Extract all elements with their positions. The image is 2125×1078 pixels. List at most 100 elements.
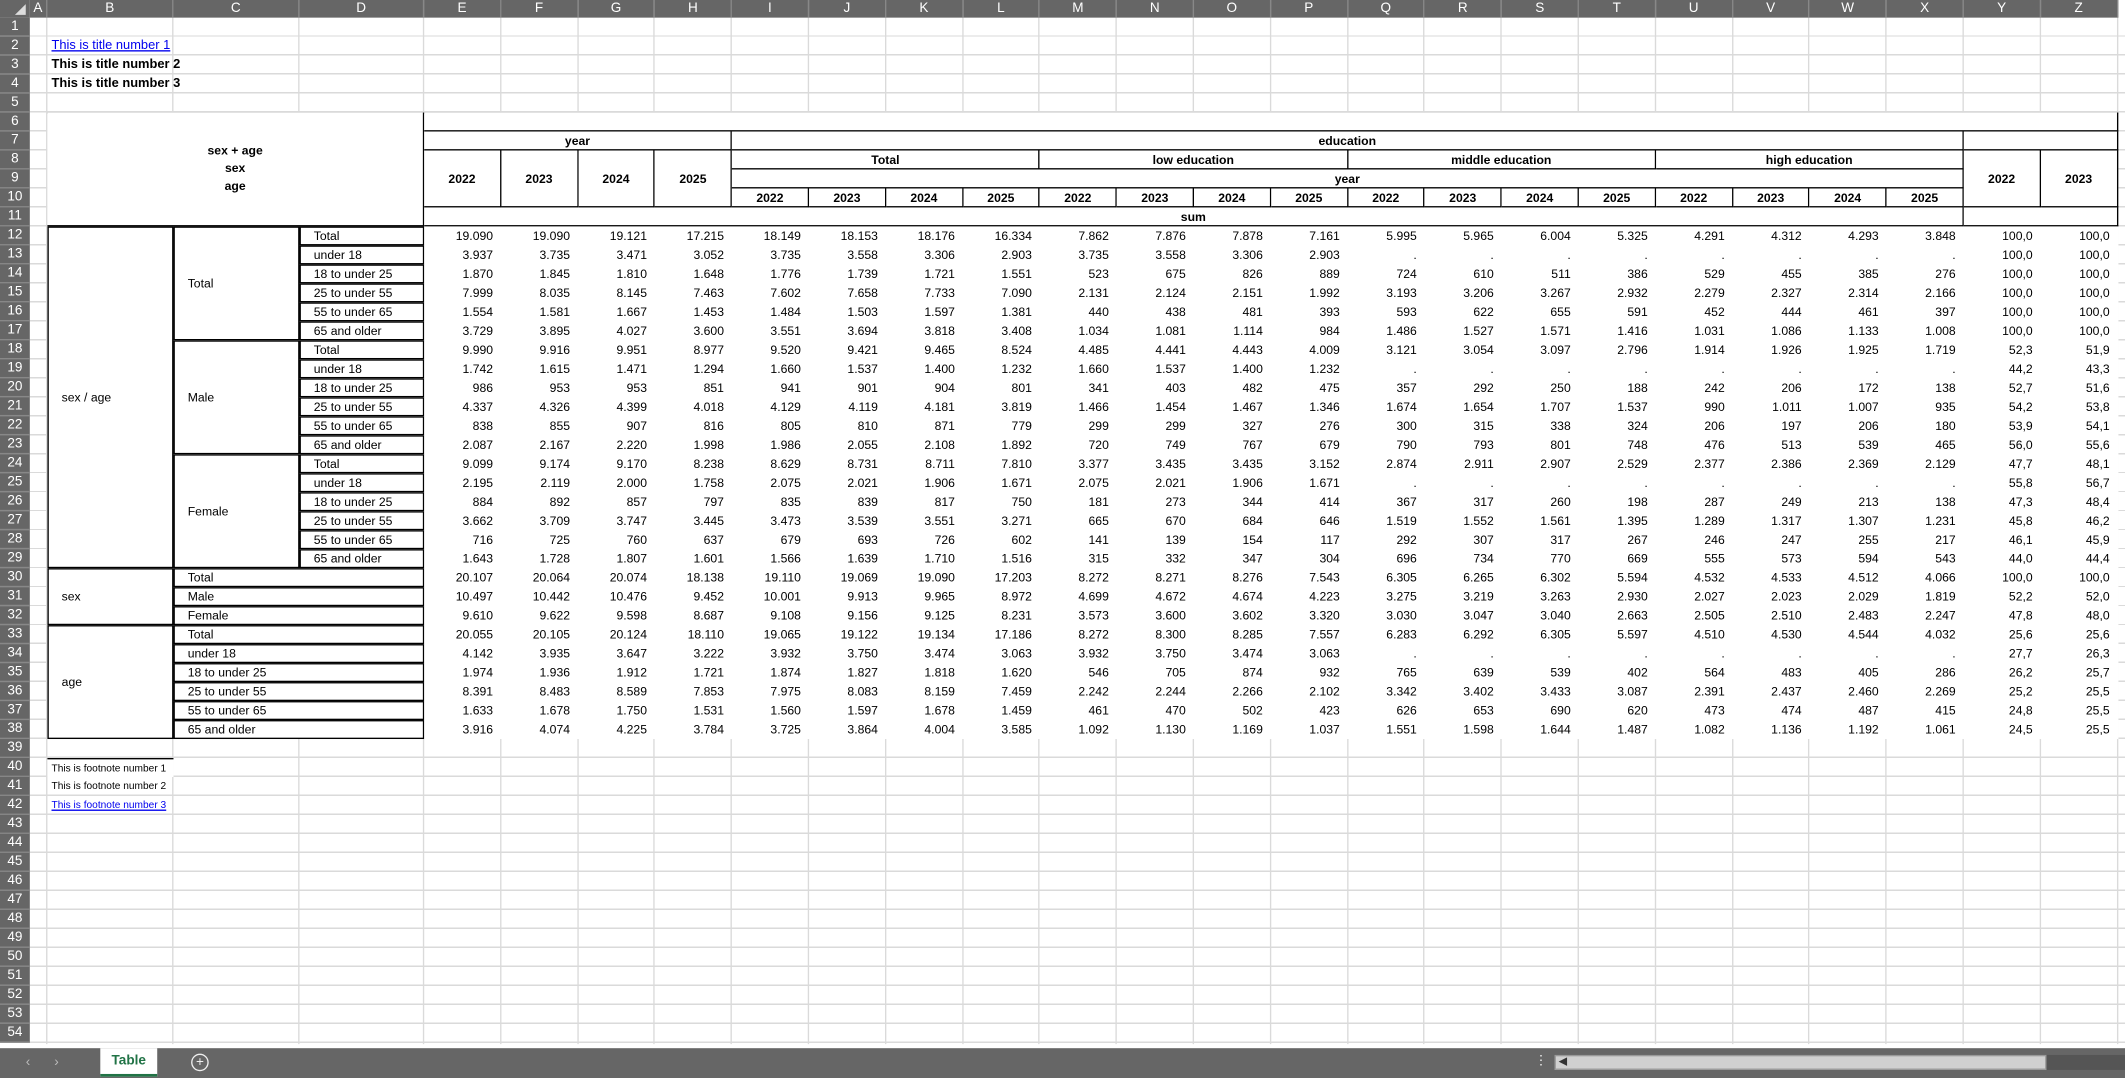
table-cell[interactable]: 1.130 [1117,720,1194,740]
table-cell[interactable]: 779 [963,416,1041,436]
table-cell[interactable]: . [1578,245,1656,265]
table-cell[interactable]: 2.903 [963,245,1041,265]
table-cell[interactable]: 20.124 [578,625,656,645]
table-cell[interactable]: 9.156 [809,606,887,626]
table-cell[interactable]: 338 [1501,416,1579,436]
row-header[interactable]: 36 [0,682,30,702]
table-cell[interactable]: 19.090 [501,226,579,246]
table-cell[interactable]: 3.662 [424,511,502,531]
table-cell[interactable]: 1.453 [655,302,733,322]
table-cell[interactable]: 1.400 [1194,359,1271,379]
table-cell[interactable]: 851 [655,378,733,398]
table-cell[interactable]: 1.317 [1732,511,1810,531]
table-cell[interactable]: 181 [1040,492,1118,512]
column-header-b[interactable]: B [47,0,174,18]
table-cell[interactable]: 452 [1655,302,1733,322]
table-cell[interactable]: 242 [1655,378,1733,398]
table-cell[interactable]: 267 [1578,530,1656,550]
table-cell[interactable]: 19.134 [886,625,964,645]
table-cell[interactable]: 9.108 [732,606,810,626]
table-cell[interactable]: 2.907 [1501,454,1579,474]
table-cell[interactable]: . [1347,644,1425,664]
row-header[interactable]: 3 [0,55,30,75]
table-cell[interactable]: 9.916 [501,340,579,360]
row-header[interactable]: 32 [0,606,30,626]
table-cell[interactable]: 1.620 [963,663,1041,683]
table-cell[interactable]: 25,5 [2040,720,2118,740]
table-cell[interactable]: 3.735 [732,245,810,265]
table-cell[interactable]: 665 [1040,511,1118,531]
table-cell[interactable]: 1.454 [1117,397,1194,417]
table-cell[interactable]: 2.279 [1655,283,1733,303]
table-cell[interactable]: 481 [1194,302,1271,322]
table-cell[interactable]: 1.471 [578,359,656,379]
sheet-tab-table[interactable]: Table [100,1048,158,1077]
table-cell[interactable]: . [1655,245,1733,265]
table-cell[interactable]: 2.075 [1040,473,1118,493]
table-cell[interactable]: 46,2 [2040,511,2118,531]
table-cell[interactable]: 19.090 [886,568,964,588]
table-cell[interactable]: 790 [1347,435,1425,455]
table-cell[interactable]: 1.086 [1732,321,1810,341]
table-cell[interactable]: . [1501,473,1579,493]
table-cell[interactable]: 3.709 [501,511,579,531]
table-cell[interactable]: 8.271 [1117,568,1194,588]
column-header-v[interactable]: V [1732,0,1810,18]
table-cell[interactable]: 7.876 [1117,226,1194,246]
table-cell[interactable]: 591 [1578,302,1656,322]
table-cell[interactable]: 9.170 [578,454,656,474]
table-cell[interactable]: 213 [1809,492,1887,512]
table-cell[interactable]: 2.166 [1886,283,1964,303]
table-cell[interactable]: 18.138 [655,568,733,588]
row-header[interactable]: 39 [0,739,30,759]
table-cell[interactable]: 4.225 [578,720,656,740]
table-cell[interactable]: 475 [1270,378,1348,398]
table-cell[interactable]: 3.087 [1578,682,1656,702]
table-cell[interactable]: 24,8 [1963,701,2041,721]
table-cell[interactable]: 2.327 [1732,283,1810,303]
table-cell[interactable]: 154 [1194,530,1271,550]
table-cell[interactable]: 1.466 [1040,397,1118,417]
column-header-s[interactable]: S [1501,0,1579,18]
table-cell[interactable]: 415 [1886,701,1964,721]
column-header-k[interactable]: K [886,0,964,18]
table-cell[interactable]: 414 [1270,492,1348,512]
table-cell[interactable]: 100,0 [1963,321,2041,341]
table-cell[interactable]: 273 [1117,492,1194,512]
table-cell[interactable]: 1.459 [963,701,1041,721]
row-header[interactable]: 47 [0,890,30,910]
row-header[interactable]: 43 [0,814,30,834]
table-cell[interactable]: 3.320 [1270,606,1348,626]
table-cell[interactable]: 51,9 [2040,340,2118,360]
table-cell[interactable]: 2.314 [1809,283,1887,303]
table-cell[interactable]: 835 [732,492,810,512]
table-cell[interactable]: 2.874 [1347,454,1425,474]
table-cell[interactable]: 10.442 [501,587,579,607]
table-cell[interactable]: 48,4 [2040,492,2118,512]
table-cell[interactable]: 1.597 [809,701,887,721]
table-cell[interactable]: 1.092 [1040,720,1118,740]
table-cell[interactable]: 17.215 [655,226,733,246]
table-cell[interactable]: 2.244 [1117,682,1194,702]
table-cell[interactable]: 1.633 [424,701,502,721]
table-cell[interactable]: 4.293 [1809,226,1887,246]
table-cell[interactable]: 620 [1578,701,1656,721]
table-cell[interactable]: 10.001 [732,587,810,607]
table-cell[interactable]: 4.009 [1270,340,1348,360]
row-header[interactable]: 12 [0,226,30,246]
table-cell[interactable]: 483 [1732,663,1810,683]
table-cell[interactable]: . [1578,359,1656,379]
table-cell[interactable]: 4.066 [1886,568,1964,588]
table-cell[interactable]: 3.573 [1040,606,1118,626]
table-cell[interactable]: 8.276 [1194,568,1271,588]
table-cell[interactable]: 4.510 [1655,625,1733,645]
table-cell[interactable]: 3.052 [655,245,733,265]
table-cell[interactable]: 1.914 [1655,340,1733,360]
table-cell[interactable]: 7.878 [1194,226,1271,246]
table-cell[interactable]: 2.108 [886,435,964,455]
table-cell[interactable]: . [1809,359,1887,379]
table-cell[interactable]: 573 [1732,549,1810,569]
row-header[interactable]: 49 [0,928,30,948]
table-cell[interactable]: 487 [1809,701,1887,721]
table-cell[interactable]: 100,0 [1963,245,2041,265]
